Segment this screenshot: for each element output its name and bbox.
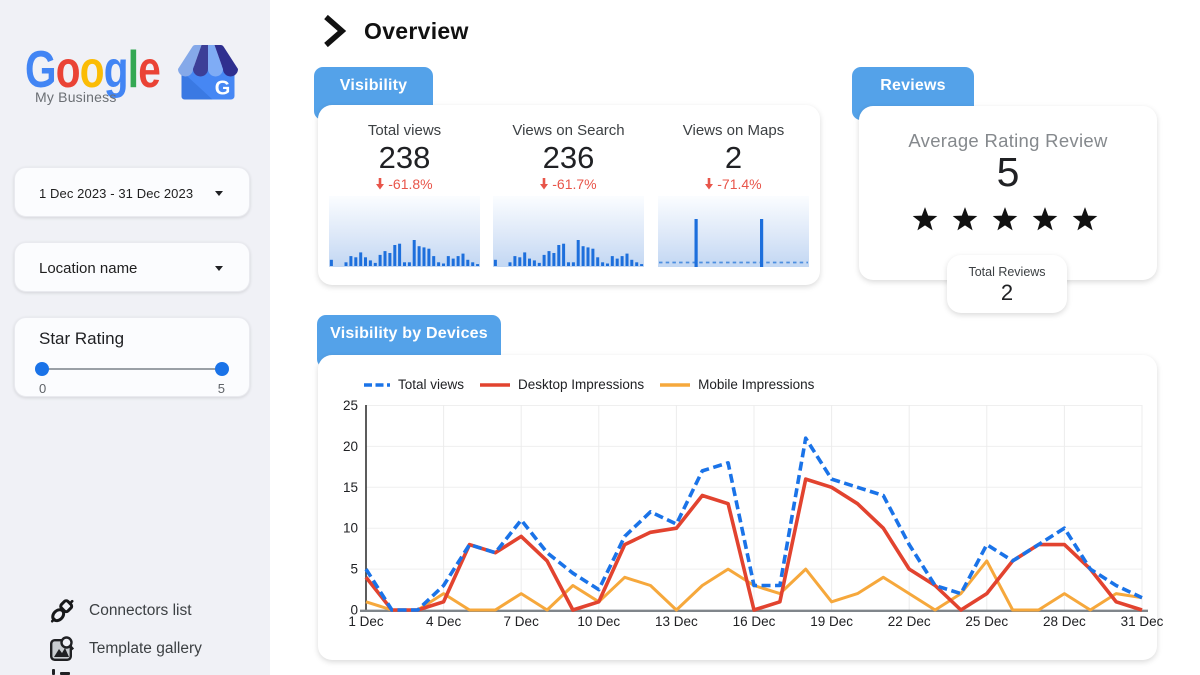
svg-text:19 Dec: 19 Dec bbox=[810, 614, 853, 629]
svg-text:28 Dec: 28 Dec bbox=[1043, 614, 1086, 629]
svg-text:20: 20 bbox=[343, 439, 358, 454]
svg-text:4 Dec: 4 Dec bbox=[426, 614, 462, 629]
svg-text:7 Dec: 7 Dec bbox=[504, 614, 540, 629]
svg-text:10 Dec: 10 Dec bbox=[577, 614, 620, 629]
svg-text:31 Dec: 31 Dec bbox=[1121, 614, 1164, 629]
svg-text:25: 25 bbox=[343, 398, 358, 413]
svg-text:1 Dec: 1 Dec bbox=[348, 614, 384, 629]
svg-text:15: 15 bbox=[343, 480, 358, 495]
svg-text:13 Dec: 13 Dec bbox=[655, 614, 698, 629]
svg-text:25 Dec: 25 Dec bbox=[965, 614, 1008, 629]
svg-text:G: G bbox=[215, 78, 231, 100]
svg-text:10: 10 bbox=[343, 521, 358, 536]
svg-text:0: 0 bbox=[350, 603, 358, 618]
svg-text:16 Dec: 16 Dec bbox=[733, 614, 776, 629]
svg-text:22 Dec: 22 Dec bbox=[888, 614, 931, 629]
svg-text:5: 5 bbox=[350, 562, 358, 577]
